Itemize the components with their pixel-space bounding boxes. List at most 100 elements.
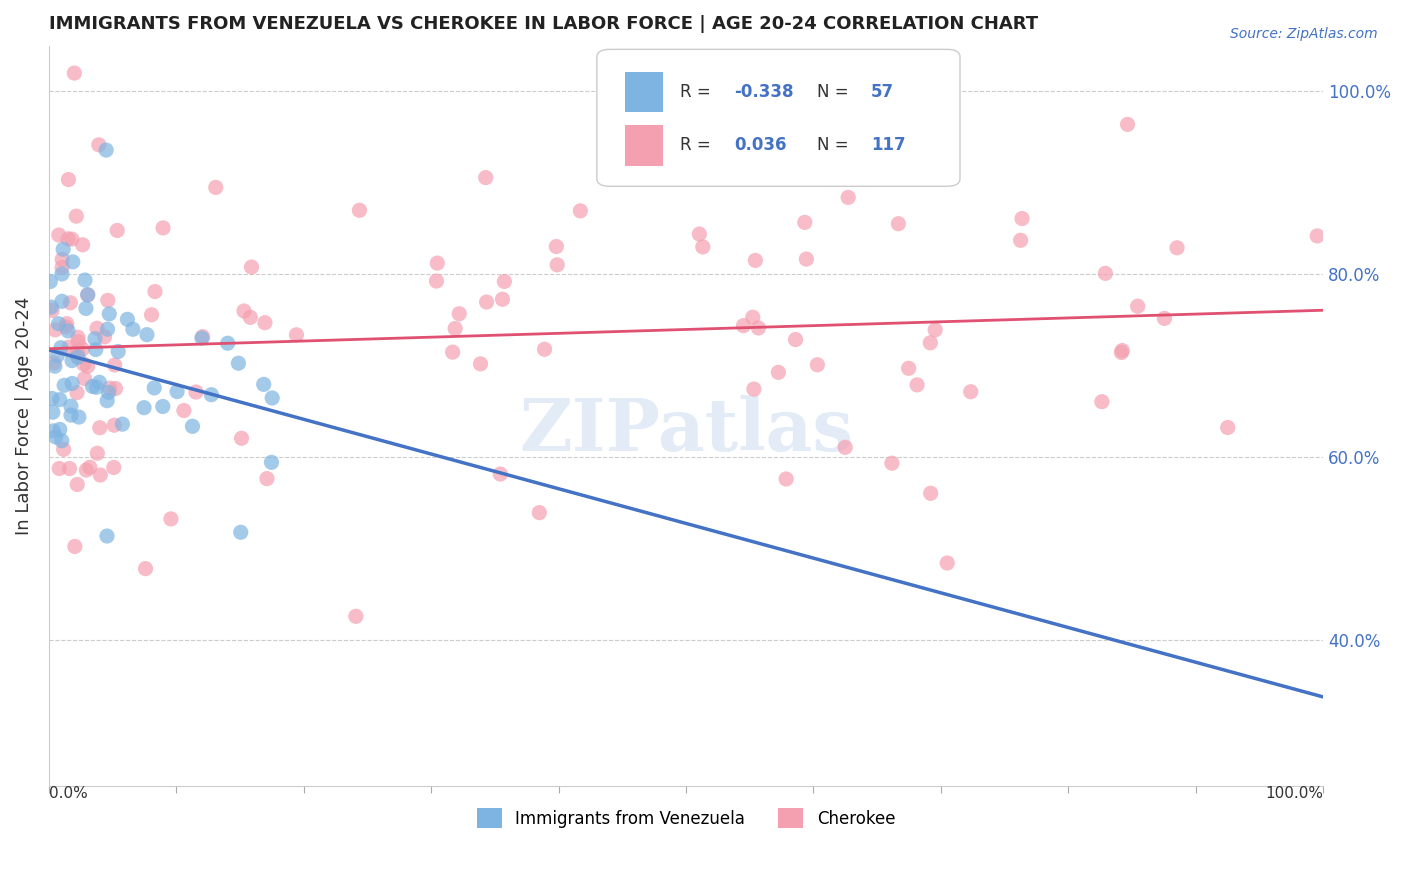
Cherokee [76, 288, 98, 302]
Cherokee [880, 456, 903, 470]
Text: N =: N = [817, 83, 855, 101]
Immigrants from Venezuela [98, 307, 121, 321]
Immigrants from Venezuela [49, 422, 72, 436]
Cherokee [1153, 311, 1175, 326]
Cherokee [785, 333, 807, 347]
Cherokee [890, 160, 912, 174]
Cherokee [936, 556, 959, 570]
Immigrants from Venezuela [94, 143, 117, 157]
Cherokee [256, 472, 278, 486]
Immigrants from Venezuela [59, 399, 82, 413]
Immigrants from Venezuela [117, 312, 139, 326]
Immigrants from Venezuela [59, 408, 82, 422]
Immigrants from Venezuela [262, 391, 284, 405]
Immigrants from Venezuela [39, 275, 62, 289]
Cherokee [66, 344, 89, 359]
Immigrants from Venezuela [42, 405, 65, 419]
Cherokee [1116, 117, 1139, 131]
Cherokee [63, 66, 86, 80]
Cherokee [160, 512, 183, 526]
Cherokee [86, 446, 108, 460]
Immigrants from Venezuela [121, 322, 143, 336]
Immigrants from Venezuela [84, 343, 107, 357]
Cherokee [285, 327, 308, 342]
Cherokee [475, 295, 498, 310]
Immigrants from Venezuela [143, 381, 166, 395]
Cherokee [1126, 299, 1149, 313]
Immigrants from Venezuela [73, 273, 96, 287]
Cherokee [837, 190, 859, 204]
Cherokee [104, 358, 127, 372]
Cherokee [688, 227, 710, 241]
Cherokee [793, 215, 815, 229]
Cherokee [425, 274, 447, 288]
Cherokee [1011, 211, 1033, 226]
Cherokee [86, 321, 108, 335]
Cherokee [233, 304, 256, 318]
Cherokee [105, 223, 128, 237]
Cherokee [897, 361, 920, 376]
Cherokee [1091, 394, 1114, 409]
Cherokee [344, 609, 367, 624]
Bar [624, 71, 664, 112]
Cherokee [1111, 343, 1133, 358]
Y-axis label: In Labor Force | Age 20-24: In Labor Force | Age 20-24 [15, 296, 32, 535]
Cherokee [173, 403, 195, 417]
Cherokee [491, 292, 513, 306]
Cherokee [239, 310, 262, 325]
Cherokee [66, 330, 89, 344]
Cherokee [79, 460, 101, 475]
Immigrants from Venezuela [51, 434, 73, 448]
Immigrants from Venezuela [49, 341, 72, 355]
Cherokee [692, 240, 714, 254]
Cherokee [733, 318, 755, 333]
Cherokee [51, 252, 73, 267]
Text: 117: 117 [870, 136, 905, 153]
Immigrants from Venezuela [191, 331, 214, 345]
FancyBboxPatch shape [598, 49, 960, 186]
Immigrants from Venezuela [51, 294, 73, 309]
Cherokee [796, 252, 818, 266]
Immigrants from Venezuela [84, 332, 107, 346]
Cherokee [959, 384, 981, 399]
Cherokee [426, 256, 449, 270]
Cherokee [65, 209, 87, 223]
Immigrants from Venezuela [67, 350, 90, 364]
Cherokee [89, 468, 111, 483]
Cherokee [44, 323, 66, 337]
Immigrants from Venezuela [46, 349, 69, 363]
Immigrants from Venezuela [136, 327, 159, 342]
Immigrants from Venezuela [217, 336, 239, 351]
Cherokee [834, 440, 856, 454]
Immigrants from Venezuela [97, 385, 120, 400]
Legend: Immigrants from Venezuela, Cherokee: Immigrants from Venezuela, Cherokee [468, 799, 904, 837]
Cherokee [744, 253, 766, 268]
Immigrants from Venezuela [52, 242, 75, 256]
Cherokee [1166, 241, 1188, 255]
Immigrants from Venezuela [152, 400, 174, 414]
Cherokee [103, 418, 125, 433]
Cherokee [66, 477, 89, 491]
Cherokee [747, 321, 769, 335]
Immigrants from Venezuela [89, 376, 111, 390]
Cherokee [253, 316, 276, 330]
Cherokee [474, 170, 496, 185]
Cherokee [42, 356, 65, 370]
Cherokee [529, 506, 551, 520]
Text: Source: ZipAtlas.com: Source: ZipAtlas.com [1230, 27, 1378, 41]
Immigrants from Venezuela [44, 430, 66, 444]
Immigrants from Venezuela [76, 287, 98, 301]
Text: 57: 57 [870, 83, 894, 101]
Cherokee [920, 486, 942, 500]
Cherokee [48, 228, 70, 243]
Text: 0.0%: 0.0% [49, 786, 87, 801]
Immigrants from Venezuela [42, 424, 65, 438]
Cherokee [141, 308, 163, 322]
Immigrants from Venezuela [96, 529, 118, 543]
Cherokee [143, 285, 166, 299]
Cherokee [204, 180, 226, 194]
Text: R =: R = [679, 83, 716, 101]
Immigrants from Venezuela [228, 356, 250, 370]
Cherokee [920, 335, 942, 350]
Cherokee [742, 382, 765, 396]
